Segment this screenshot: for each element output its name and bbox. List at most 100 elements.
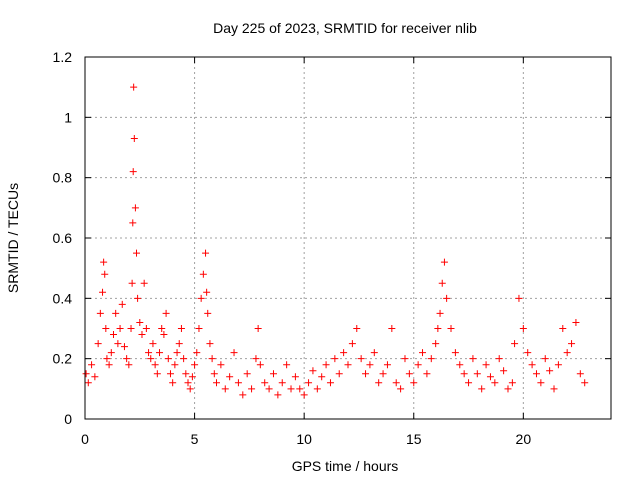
data-point [96, 309, 104, 317]
axis-ticks: 0 5 10 15 20 0 0.2 0.4 0.6 0.8 1 1.2 [53, 49, 611, 447]
y-tick-label: 0 [64, 411, 72, 427]
data-point [103, 355, 111, 363]
y-tick-label: 0.2 [53, 351, 73, 367]
data-point [383, 361, 391, 369]
data-point [546, 367, 554, 375]
data-point [335, 370, 343, 378]
data-point [554, 361, 562, 369]
data-point [173, 349, 181, 357]
data-point [434, 325, 442, 332]
grid-lines [85, 57, 611, 419]
data-point [162, 309, 170, 317]
data-point [256, 361, 264, 369]
x-tick-label: 0 [81, 431, 89, 447]
data-point [138, 331, 146, 339]
data-point [210, 370, 218, 378]
data-point [436, 309, 444, 317]
y-tick-label: 1.2 [53, 49, 73, 65]
data-point [405, 370, 413, 378]
data-point [443, 294, 451, 302]
data-point [213, 379, 220, 387]
x-tick-label: 15 [406, 431, 422, 447]
data-point [482, 361, 490, 369]
data-point [331, 355, 339, 363]
data-point [519, 325, 527, 332]
data-point [397, 385, 405, 393]
data-point [265, 385, 273, 393]
data-point [118, 300, 126, 308]
data-point [473, 370, 481, 378]
data-point [322, 361, 330, 369]
data-point [456, 361, 464, 369]
data-point [524, 349, 532, 357]
data-point [147, 355, 155, 363]
x-tick-label: 10 [296, 431, 312, 447]
data-point [100, 258, 108, 266]
data-point [414, 361, 422, 369]
data-point [197, 294, 205, 302]
data-point [313, 385, 321, 393]
data-point [171, 361, 179, 369]
data-point [478, 385, 486, 393]
data-point [129, 168, 137, 176]
data-point [226, 373, 234, 381]
data-point [149, 340, 157, 348]
data-point [164, 355, 172, 363]
data-point [188, 373, 196, 381]
data-point [204, 309, 212, 317]
data-point [136, 318, 144, 326]
data-point [91, 373, 99, 381]
data-point [305, 379, 313, 387]
data-point [129, 219, 137, 227]
data-point [184, 379, 192, 387]
data-point [572, 318, 580, 326]
data-point [568, 340, 576, 348]
data-point [309, 367, 317, 375]
data-point [563, 349, 571, 357]
data-point [206, 340, 214, 348]
data-point [296, 385, 304, 393]
data-point [101, 270, 109, 278]
data-point [193, 349, 201, 357]
data-point [559, 325, 567, 332]
data-point [114, 340, 122, 348]
data-point [230, 349, 238, 357]
data-point [99, 288, 107, 296]
data-point [261, 379, 269, 387]
data-point [344, 361, 352, 369]
data-point [248, 385, 256, 393]
data-point [460, 370, 468, 378]
data-point [94, 340, 102, 348]
chart-title: Day 225 of 2023, SRMTID for receiver nli… [213, 20, 477, 36]
data-point [158, 325, 166, 332]
data-point [134, 294, 142, 302]
data-point [388, 325, 396, 332]
data-point [541, 355, 549, 363]
y-tick-label: 1 [64, 109, 72, 125]
data-point [88, 361, 96, 369]
data-point [278, 379, 286, 387]
data-point [142, 325, 150, 332]
data-point [283, 361, 291, 369]
data-point [504, 385, 512, 393]
data-point [177, 325, 185, 332]
data-point [340, 349, 348, 357]
data-point [221, 385, 229, 393]
data-point [199, 270, 207, 278]
data-point [440, 258, 448, 266]
data-point [160, 331, 168, 339]
x-tick-label: 20 [516, 431, 532, 447]
data-point [500, 367, 508, 375]
data-point [140, 279, 148, 287]
data-point [528, 361, 536, 369]
data-point [107, 349, 115, 357]
data-point [151, 361, 159, 369]
data-point [116, 325, 124, 332]
data-point [186, 385, 194, 393]
data-point [254, 325, 262, 332]
data-point [366, 361, 374, 369]
data-point [175, 340, 183, 348]
data-point [120, 343, 128, 351]
data-point [353, 325, 361, 332]
data-point [125, 361, 133, 369]
